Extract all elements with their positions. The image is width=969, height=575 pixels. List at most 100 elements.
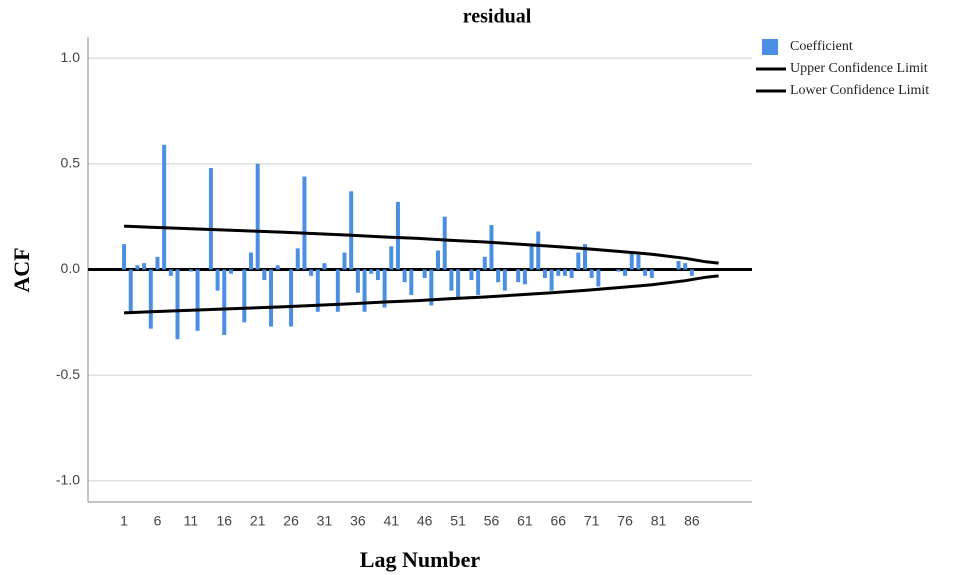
bar xyxy=(489,225,494,270)
bar xyxy=(623,269,628,276)
bar xyxy=(335,269,340,312)
legend-label: Coefficient xyxy=(790,39,853,54)
x-tick-label: 61 xyxy=(517,513,533,529)
x-tick-label: 26 xyxy=(283,513,299,529)
bar xyxy=(569,269,574,278)
bar xyxy=(242,269,247,323)
bar xyxy=(689,269,694,276)
x-axis-label: Lag Number xyxy=(360,547,481,572)
bar xyxy=(522,269,527,285)
legend-swatch xyxy=(762,39,778,55)
bar xyxy=(422,269,427,278)
x-tick-label: 21 xyxy=(250,513,266,529)
bar xyxy=(362,269,367,312)
bar xyxy=(228,269,233,274)
bar xyxy=(576,252,581,270)
bar xyxy=(248,252,253,270)
y-tick-label: 0.0 xyxy=(61,260,81,276)
x-tick-label: 71 xyxy=(584,513,600,529)
bar xyxy=(315,269,320,312)
bar xyxy=(128,269,133,314)
bar xyxy=(629,252,634,270)
bar xyxy=(562,269,567,276)
x-tick-label: 1 xyxy=(120,513,128,529)
bar xyxy=(482,256,487,270)
confidence-line xyxy=(124,274,719,315)
x-tick-label: 51 xyxy=(450,513,466,529)
bar xyxy=(389,246,394,270)
bar xyxy=(636,254,641,270)
bar xyxy=(355,269,360,293)
y-axis-label: ACF xyxy=(9,247,34,292)
x-tick-label: 66 xyxy=(550,513,566,529)
x-tick-label: 16 xyxy=(216,513,232,529)
bar xyxy=(529,246,534,270)
x-tick-label: 31 xyxy=(317,513,333,529)
bar xyxy=(135,265,140,270)
bar xyxy=(155,256,160,270)
bar xyxy=(409,269,414,295)
bar xyxy=(382,269,387,308)
y-tick-label: 1.0 xyxy=(61,49,81,65)
x-tick-label: 81 xyxy=(651,513,667,529)
bar xyxy=(582,244,587,270)
bar xyxy=(188,269,193,272)
y-tick-label: -0.5 xyxy=(56,366,80,382)
y-tick-label: -1.0 xyxy=(56,472,80,488)
bar xyxy=(643,269,648,276)
x-tick-label: 46 xyxy=(417,513,433,529)
bar xyxy=(215,269,220,291)
bar xyxy=(429,269,434,306)
bar xyxy=(402,269,407,283)
bar xyxy=(616,269,621,272)
confidence-line xyxy=(124,224,719,265)
bar xyxy=(676,261,681,270)
x-tick-label: 86 xyxy=(684,513,700,529)
bar xyxy=(275,265,280,270)
bar xyxy=(589,269,594,278)
chart-title: residual xyxy=(463,6,532,28)
bar xyxy=(175,269,180,340)
bar xyxy=(148,269,153,329)
bar xyxy=(476,269,481,295)
bar xyxy=(295,248,300,270)
bar xyxy=(162,144,167,270)
bar xyxy=(302,176,307,270)
bar xyxy=(375,269,380,281)
bar xyxy=(322,263,327,270)
bar xyxy=(683,263,688,270)
bar xyxy=(122,244,127,270)
bar xyxy=(262,269,267,281)
bar xyxy=(222,269,227,336)
bar xyxy=(469,269,474,281)
bar xyxy=(449,269,454,291)
bar xyxy=(168,269,173,276)
bar xyxy=(442,216,447,270)
bar xyxy=(395,201,400,270)
bar xyxy=(556,269,561,276)
legend-label: Upper Confidence Limit xyxy=(790,61,928,76)
bar xyxy=(456,269,461,297)
bar xyxy=(309,269,314,276)
bar xyxy=(502,269,507,291)
bar xyxy=(496,269,501,283)
bar xyxy=(436,250,441,270)
bar xyxy=(142,263,147,270)
bar xyxy=(369,269,374,274)
bar xyxy=(255,163,260,270)
x-tick-label: 6 xyxy=(154,513,162,529)
bar xyxy=(269,269,274,327)
x-tick-label: 56 xyxy=(484,513,500,529)
y-tick-label: 0.5 xyxy=(61,155,81,171)
bar xyxy=(549,269,554,291)
bar xyxy=(649,269,654,278)
x-tick-label: 11 xyxy=(184,513,199,529)
bar xyxy=(596,269,601,287)
legend-label: Lower Confidence Limit xyxy=(790,83,929,98)
bar xyxy=(195,269,200,331)
x-tick-label: 76 xyxy=(617,513,633,529)
bar xyxy=(289,269,294,327)
bar xyxy=(342,252,347,270)
